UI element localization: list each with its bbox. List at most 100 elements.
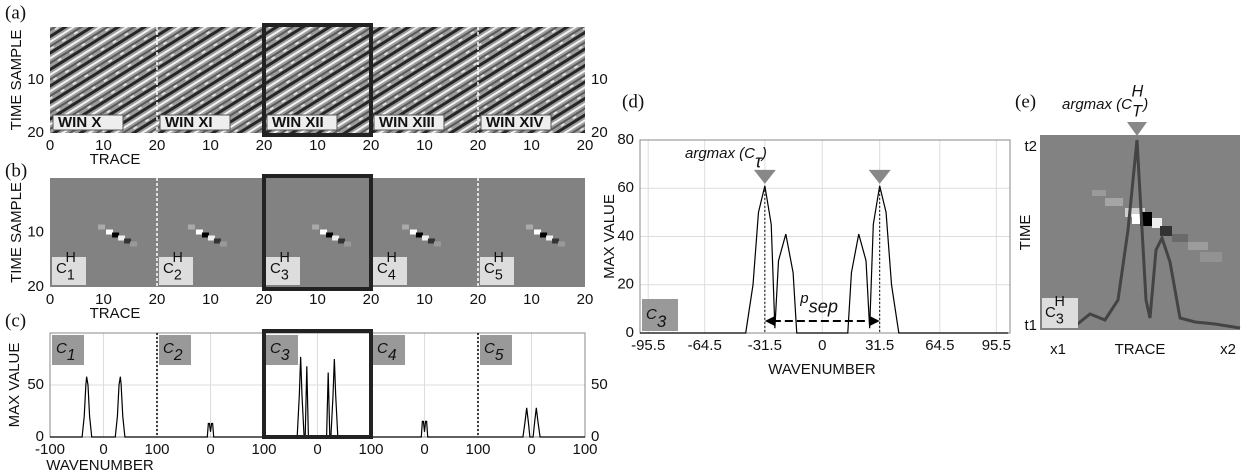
series-label: C3 bbox=[270, 340, 290, 364]
window-label-box bbox=[266, 257, 300, 285]
x-tick-label: x1 bbox=[1050, 341, 1066, 358]
heatmap-label-box bbox=[1042, 298, 1078, 328]
x-tick-label: -64.5 bbox=[688, 337, 722, 354]
blob bbox=[546, 235, 554, 241]
window-label-box bbox=[159, 114, 231, 131]
panel-label: (c) bbox=[5, 310, 26, 331]
x-tick-label: 0 bbox=[206, 441, 214, 458]
x-tick-label: -95.5 bbox=[631, 337, 665, 354]
highlight-box bbox=[262, 174, 373, 291]
x-tick-label: 10 bbox=[523, 137, 540, 154]
y-tick-label: 10 bbox=[27, 71, 44, 88]
line-series bbox=[157, 422, 264, 438]
x-tick-label: 10 bbox=[416, 291, 433, 308]
y-tick-label: 10 bbox=[27, 223, 44, 240]
y-tick-label: 50 bbox=[591, 376, 608, 393]
window-label-sup: H bbox=[280, 250, 290, 266]
y-tick-label: t1 bbox=[1024, 317, 1037, 334]
y-axis-label: TIME bbox=[1017, 215, 1034, 251]
x-tick-label: 20 bbox=[256, 137, 273, 154]
blob bbox=[344, 241, 352, 247]
annotation-suffix: ) bbox=[760, 145, 767, 162]
window-label: C5H bbox=[484, 250, 504, 284]
argmax-marker bbox=[868, 169, 891, 184]
window-label-sub: 1 bbox=[67, 267, 75, 283]
x-tick-label: 20 bbox=[256, 291, 273, 308]
x-tick-label: 10 bbox=[523, 291, 540, 308]
blob bbox=[1125, 208, 1145, 217]
y-tick-label: t2 bbox=[1024, 138, 1037, 155]
y-axis-label: TIME SAMPLE bbox=[8, 30, 25, 131]
blob bbox=[433, 241, 441, 247]
blob bbox=[558, 241, 566, 247]
window-label: C1H bbox=[56, 250, 76, 284]
y-axis-label: TIME SAMPLE bbox=[8, 182, 25, 283]
blob bbox=[534, 229, 542, 235]
y-tick-label: 10 bbox=[591, 71, 608, 88]
window-label: WIN XII bbox=[272, 114, 324, 131]
blob bbox=[1105, 198, 1123, 206]
blob bbox=[409, 229, 417, 235]
x-tick-label: 0 bbox=[818, 337, 826, 354]
blob bbox=[338, 238, 346, 244]
window-label-box bbox=[373, 257, 407, 285]
series-label-box bbox=[642, 299, 678, 331]
heatmap-title-sub: T bbox=[1132, 103, 1143, 121]
x-tick-label: 100 bbox=[144, 441, 169, 458]
series-label-box bbox=[480, 335, 512, 365]
blob bbox=[112, 232, 120, 238]
x-tick-label: 20 bbox=[149, 137, 166, 154]
blob bbox=[326, 232, 334, 238]
x-tick-label: 20 bbox=[577, 291, 594, 308]
panel-label: (d) bbox=[622, 91, 644, 112]
window-label-box bbox=[52, 257, 86, 285]
y-axis-label: MAX VALUE bbox=[601, 194, 618, 279]
separation-label: psep bbox=[799, 290, 838, 316]
window-label-box bbox=[159, 257, 193, 285]
argmax-marker bbox=[753, 169, 776, 184]
annotation: argmax (Cτ) bbox=[685, 145, 767, 171]
window-label-box bbox=[373, 114, 445, 131]
heatmap-label-sub: 3 bbox=[1056, 311, 1064, 327]
window-label-sup: H bbox=[387, 250, 397, 266]
heatmap-title-sup: H bbox=[1131, 83, 1143, 101]
x-axis-label: WAVENUMBER bbox=[46, 457, 154, 473]
separation-label-sub: sep bbox=[809, 296, 838, 316]
blob bbox=[421, 235, 429, 241]
y-tick-label: 50 bbox=[27, 376, 44, 393]
window-label-sup: H bbox=[173, 250, 183, 266]
blob bbox=[207, 235, 215, 241]
series-label-sub: 4 bbox=[388, 347, 397, 364]
heatmap-title-suffix: ) bbox=[1141, 96, 1148, 113]
x-tick-label: 100 bbox=[251, 441, 276, 458]
series-label-box bbox=[266, 335, 298, 365]
x-tick-label: 20 bbox=[149, 291, 166, 308]
series-label-box bbox=[52, 335, 84, 365]
blob bbox=[130, 241, 138, 247]
series-label-sub: 1 bbox=[67, 347, 76, 364]
y-tick-label: 80 bbox=[617, 131, 634, 148]
series-label-box bbox=[159, 335, 191, 365]
blob bbox=[1200, 252, 1222, 262]
panel-label: (a) bbox=[5, 2, 26, 23]
x-tick-label: 0 bbox=[46, 137, 54, 154]
blob bbox=[201, 232, 209, 238]
window-label-base: C bbox=[377, 260, 388, 277]
window-label-sub: 3 bbox=[281, 267, 289, 283]
trace-curve bbox=[1044, 139, 1241, 330]
blob bbox=[1160, 226, 1172, 236]
series-label: C5 bbox=[484, 340, 504, 364]
series-label-base: C bbox=[56, 340, 67, 357]
heatmap-label-sup: H bbox=[1055, 294, 1065, 310]
y-tick-label: 0 bbox=[626, 324, 634, 341]
x-tick-label: 10 bbox=[202, 137, 219, 154]
blob bbox=[1092, 190, 1106, 196]
arrow-head bbox=[764, 316, 775, 326]
x-tick-label: 20 bbox=[363, 137, 380, 154]
x-tick-label: 100 bbox=[465, 441, 490, 458]
y-tick-label: 0 bbox=[36, 428, 44, 445]
window-label-box bbox=[480, 257, 514, 285]
x-tick-label: 10 bbox=[95, 137, 112, 154]
line-series bbox=[371, 420, 478, 438]
blob bbox=[540, 232, 548, 238]
